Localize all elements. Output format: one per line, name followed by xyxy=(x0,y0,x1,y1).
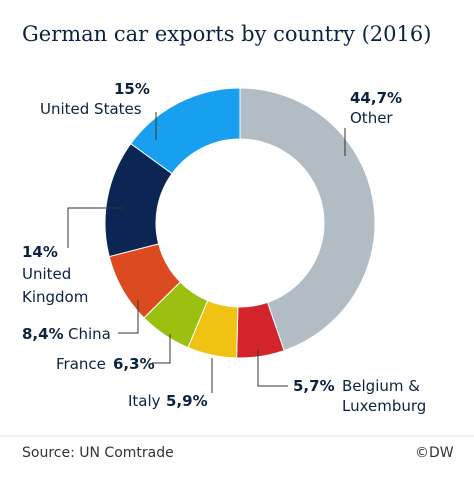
category-label: Other xyxy=(350,109,393,127)
value-label: 5,7% xyxy=(293,377,335,395)
leader-lines xyxy=(67,112,346,393)
category-label: United Kingdom xyxy=(22,265,89,306)
donut-slice xyxy=(239,87,376,352)
leader-line xyxy=(118,300,139,334)
credit: ©DW xyxy=(415,445,454,461)
value-label: 44,7% xyxy=(350,89,403,107)
value-label: 15% xyxy=(114,80,150,98)
value-label: 6,3% xyxy=(113,355,155,373)
value-label: 14% xyxy=(22,243,58,261)
category-label: China xyxy=(68,325,111,343)
source: Source: UN Comtrade xyxy=(22,445,174,461)
leader-line xyxy=(67,207,124,248)
category-label: Italy xyxy=(128,392,161,410)
leader-line xyxy=(257,350,288,387)
category-label: France xyxy=(56,355,106,373)
category-label: United States xyxy=(40,100,142,118)
chart-title: German car exports by country (2016) xyxy=(22,22,432,46)
category-label: Belgium & Luxemburg xyxy=(342,377,427,415)
value-label: 8,4% xyxy=(22,325,64,343)
value-label: 5,9% xyxy=(166,392,208,410)
donut-slice xyxy=(130,87,241,175)
leader-line xyxy=(152,334,171,364)
